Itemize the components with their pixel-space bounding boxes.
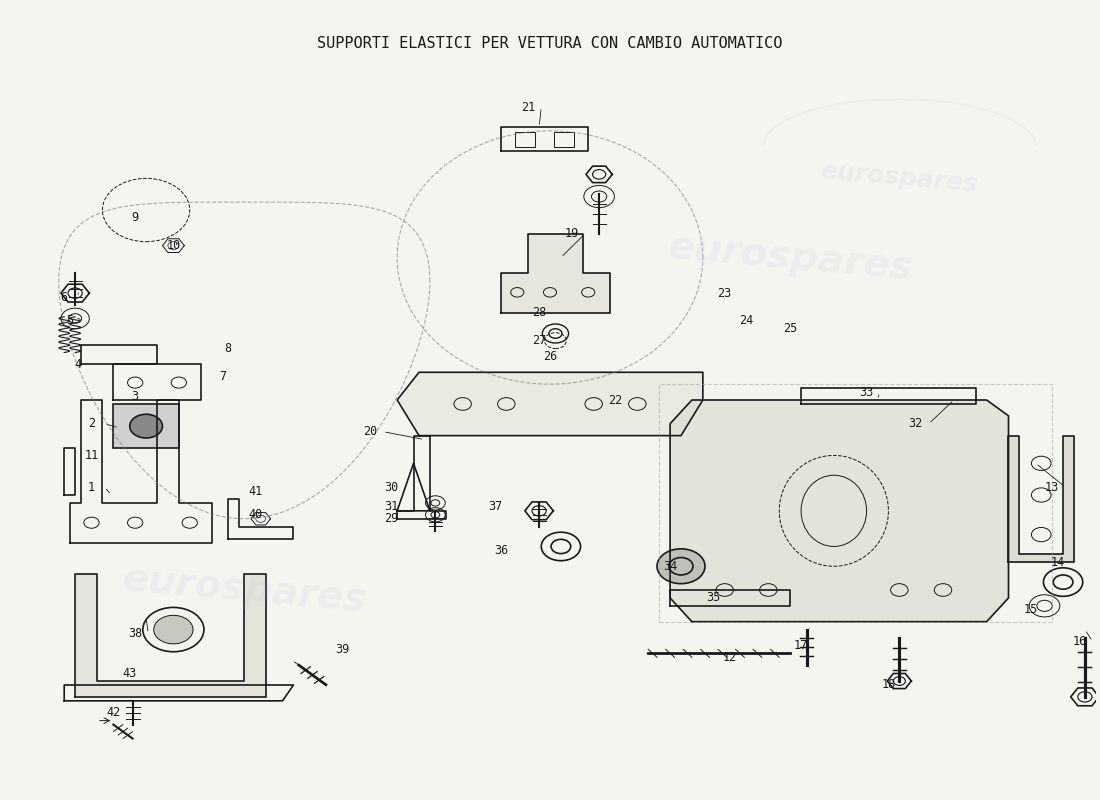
Polygon shape	[500, 234, 610, 313]
Text: 34: 34	[663, 560, 678, 573]
Text: SUPPORTI ELASTICI PER VETTURA CON CAMBIO AUTOMATICO: SUPPORTI ELASTICI PER VETTURA CON CAMBIO…	[317, 36, 783, 51]
Text: 36: 36	[494, 544, 508, 557]
Text: 39: 39	[336, 643, 350, 656]
Text: 4: 4	[75, 358, 82, 371]
Text: 32: 32	[909, 418, 923, 430]
Text: 41: 41	[249, 485, 263, 498]
Text: 42: 42	[107, 706, 121, 719]
Bar	[554, 133, 574, 146]
Text: 38: 38	[128, 627, 142, 640]
Text: 13: 13	[1045, 481, 1059, 494]
Text: 30: 30	[385, 481, 399, 494]
Bar	[113, 404, 179, 447]
Text: 6: 6	[60, 290, 68, 303]
Polygon shape	[1009, 436, 1074, 562]
Text: 3: 3	[132, 390, 139, 402]
Text: 2: 2	[88, 418, 95, 430]
Text: 21: 21	[521, 101, 536, 114]
Text: 28: 28	[532, 306, 547, 319]
Text: 35: 35	[706, 591, 721, 605]
Circle shape	[130, 414, 163, 438]
Text: 37: 37	[488, 500, 503, 514]
Text: 31: 31	[385, 500, 399, 514]
Text: 16: 16	[1072, 635, 1087, 648]
Bar	[515, 133, 535, 146]
Polygon shape	[670, 400, 1009, 622]
Circle shape	[154, 615, 192, 644]
Text: 7: 7	[219, 370, 227, 382]
Text: 9: 9	[132, 211, 139, 225]
Text: 10: 10	[166, 239, 180, 252]
Text: 43: 43	[122, 666, 136, 680]
Text: 12: 12	[723, 650, 737, 664]
Text: eurospares: eurospares	[120, 560, 369, 620]
Text: eurospares: eurospares	[667, 228, 914, 287]
Text: 22: 22	[608, 394, 623, 406]
Text: 25: 25	[783, 322, 798, 335]
Text: 26: 26	[543, 350, 557, 363]
Text: 19: 19	[564, 227, 579, 240]
Text: 27: 27	[532, 334, 547, 347]
Text: 5: 5	[66, 314, 74, 327]
Polygon shape	[75, 574, 266, 697]
Text: 33: 33	[859, 386, 873, 398]
Text: 40: 40	[249, 508, 263, 522]
Text: 18: 18	[881, 678, 895, 691]
Text: 24: 24	[739, 314, 754, 327]
Text: 20: 20	[363, 425, 377, 438]
Circle shape	[657, 549, 705, 584]
Text: 15: 15	[1023, 603, 1037, 616]
Text: 1: 1	[88, 481, 95, 494]
Text: 29: 29	[385, 512, 399, 526]
Text: 11: 11	[85, 449, 99, 462]
Text: 8: 8	[224, 342, 231, 355]
Text: eurospares: eurospares	[820, 159, 979, 197]
Polygon shape	[397, 372, 703, 436]
Text: 23: 23	[717, 286, 732, 300]
Text: 14: 14	[1050, 556, 1065, 569]
Text: 17: 17	[794, 639, 808, 652]
